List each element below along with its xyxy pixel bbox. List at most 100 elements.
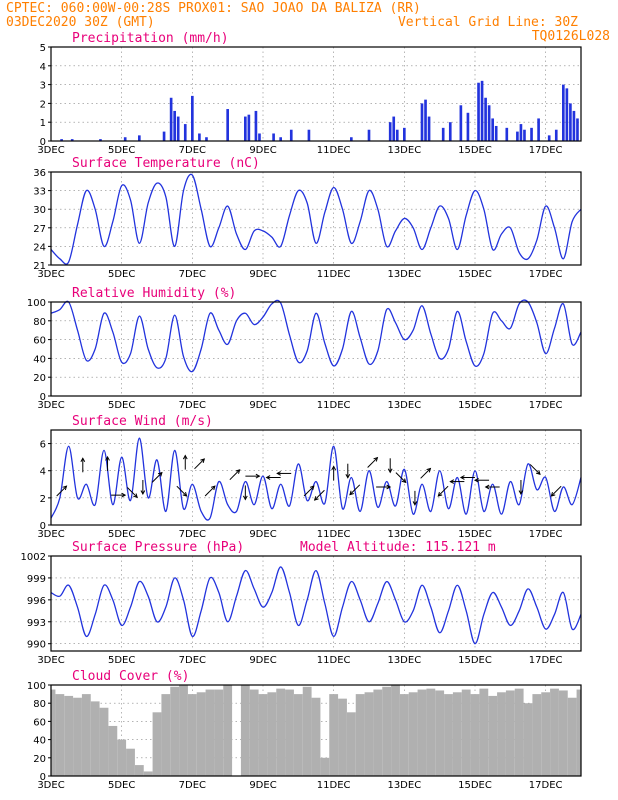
cloud-bar (223, 685, 233, 776)
wind-arrow-head (412, 501, 418, 506)
wind-xtick-label: 11DEC (317, 529, 351, 540)
precip-xtick-label: 11DEC (317, 145, 351, 156)
cloud-bar (161, 694, 171, 776)
temperature-xtick-label: 13DEC (387, 269, 421, 280)
temperature-xtick-label: 5DEC (108, 269, 135, 280)
precip-xtick-label: 7DEC (179, 145, 206, 156)
humidity-xtick-label: 13DEC (387, 400, 421, 411)
cloud-xtick-label: 17DEC (529, 780, 563, 791)
wind-arrow-head (437, 491, 443, 497)
wind-arrow-head (373, 456, 379, 462)
precip-bar (70, 139, 74, 141)
precip-bar (459, 105, 463, 141)
cloud-bar (567, 697, 577, 776)
wind-arrow-head (484, 484, 490, 490)
wind-arrow-head (518, 490, 524, 496)
cloud-bar (346, 712, 356, 776)
precip-bar (307, 129, 311, 141)
header-model: TQ0126L028 (532, 29, 610, 44)
temperature-ytick-label: 33 (33, 187, 46, 198)
precip-bar (424, 99, 427, 141)
wind-arrow-head (133, 493, 138, 499)
cloud-bar (373, 689, 383, 776)
precip-bar (367, 129, 371, 141)
precip-bar (569, 103, 572, 141)
wind-xtick-label: 15DEC (458, 529, 492, 540)
temperature-xtick-label: 11DEC (317, 269, 351, 280)
wind-arrow-head (140, 490, 146, 496)
wind-arrow-shaft (303, 485, 315, 497)
wind-xtick-label: 7DEC (179, 529, 206, 540)
temperature-xtick-label: 15DEC (458, 269, 492, 280)
cloud-bar (417, 689, 427, 776)
wind-arrow-shaft (229, 469, 240, 481)
wind-arrow-shaft (551, 485, 562, 497)
precip-ytick-label: 1 (40, 118, 46, 129)
wind-arrow-shaft (395, 472, 407, 483)
wind-arrow-head (210, 485, 216, 491)
precip-bar (289, 129, 293, 141)
cloud-bar (338, 698, 347, 776)
wind-arrow-shaft (127, 487, 138, 498)
cloud-bar (452, 692, 462, 776)
pressure-xtick-label: 11DEC (317, 655, 351, 666)
precip-bar (576, 118, 579, 141)
precip-bar (183, 124, 187, 141)
cloud-bar (461, 689, 471, 776)
cloud-bar (320, 757, 330, 776)
temperature-ytick-label: 21 (33, 261, 46, 272)
wind-arrow-head (401, 478, 407, 484)
wind-arrow-head (235, 469, 241, 474)
cloud-xtick-label: 11DEC (317, 780, 351, 791)
cloud-bar (479, 688, 489, 776)
pressure-title: Surface Pressure (hPa) (72, 540, 244, 555)
wind-arrow-head (62, 485, 68, 491)
pressure-xtick-label: 15DEC (458, 655, 492, 666)
cloud-bar (399, 694, 409, 776)
precip-bar (523, 129, 526, 141)
temperature-title: Surface Temperature (nC) (72, 156, 260, 171)
temperature-ytick-label: 30 (33, 205, 46, 216)
wind-ytick-label: 2 (40, 494, 46, 505)
cloud-xtick-label: 9DEC (249, 780, 276, 791)
cloud-bar (329, 694, 339, 776)
humidity-xtick-label: 7DEC (179, 400, 206, 411)
precip-bar (244, 116, 247, 141)
precip-bar (487, 105, 491, 141)
precip-bar (403, 127, 406, 141)
wind-arrow-shaft (367, 457, 378, 468)
cloud-bar (179, 685, 188, 776)
cloud-bar (143, 771, 153, 776)
wind-ytick-label: 4 (40, 467, 46, 478)
cloud-xtick-label: 13DEC (387, 780, 421, 791)
precip-bar (60, 139, 63, 141)
humidity-ytick-label: 40 (33, 354, 46, 365)
cloud-xtick-label: 7DEC (179, 780, 206, 791)
cloud-bar (267, 692, 277, 776)
wind-ytick-label: 0 (40, 521, 46, 532)
wind-ytick-label: 6 (40, 440, 46, 451)
humidity-ytick-label: 80 (33, 317, 46, 328)
pressure-ytick-label: 993 (27, 618, 46, 629)
temperature-ytick-label: 27 (33, 224, 46, 235)
wind-xtick-label: 9DEC (249, 529, 276, 540)
wind-arrow-head (387, 468, 393, 474)
cloud-bar (408, 692, 418, 776)
cloud-bar (258, 694, 268, 776)
temperature-line (50, 173, 582, 265)
precip-bar (258, 133, 261, 141)
precip-bar (572, 110, 576, 141)
precip-bar (554, 129, 558, 141)
cloud-bar (497, 692, 506, 776)
cloud-bar (444, 694, 453, 776)
cloud-bar (249, 689, 259, 776)
cloud-ytick-label: 0 (40, 772, 46, 783)
precip-xtick-label: 13DEC (387, 145, 421, 156)
precip-bar (191, 95, 194, 141)
precip-bar (516, 131, 519, 141)
humidity-xtick-label: 17DEC (529, 400, 563, 411)
wind-arrow-shaft (349, 484, 361, 495)
cloud-bar (470, 694, 480, 776)
cloud-ytick-label: 100 (27, 681, 46, 692)
pressure-frame (50, 555, 582, 652)
